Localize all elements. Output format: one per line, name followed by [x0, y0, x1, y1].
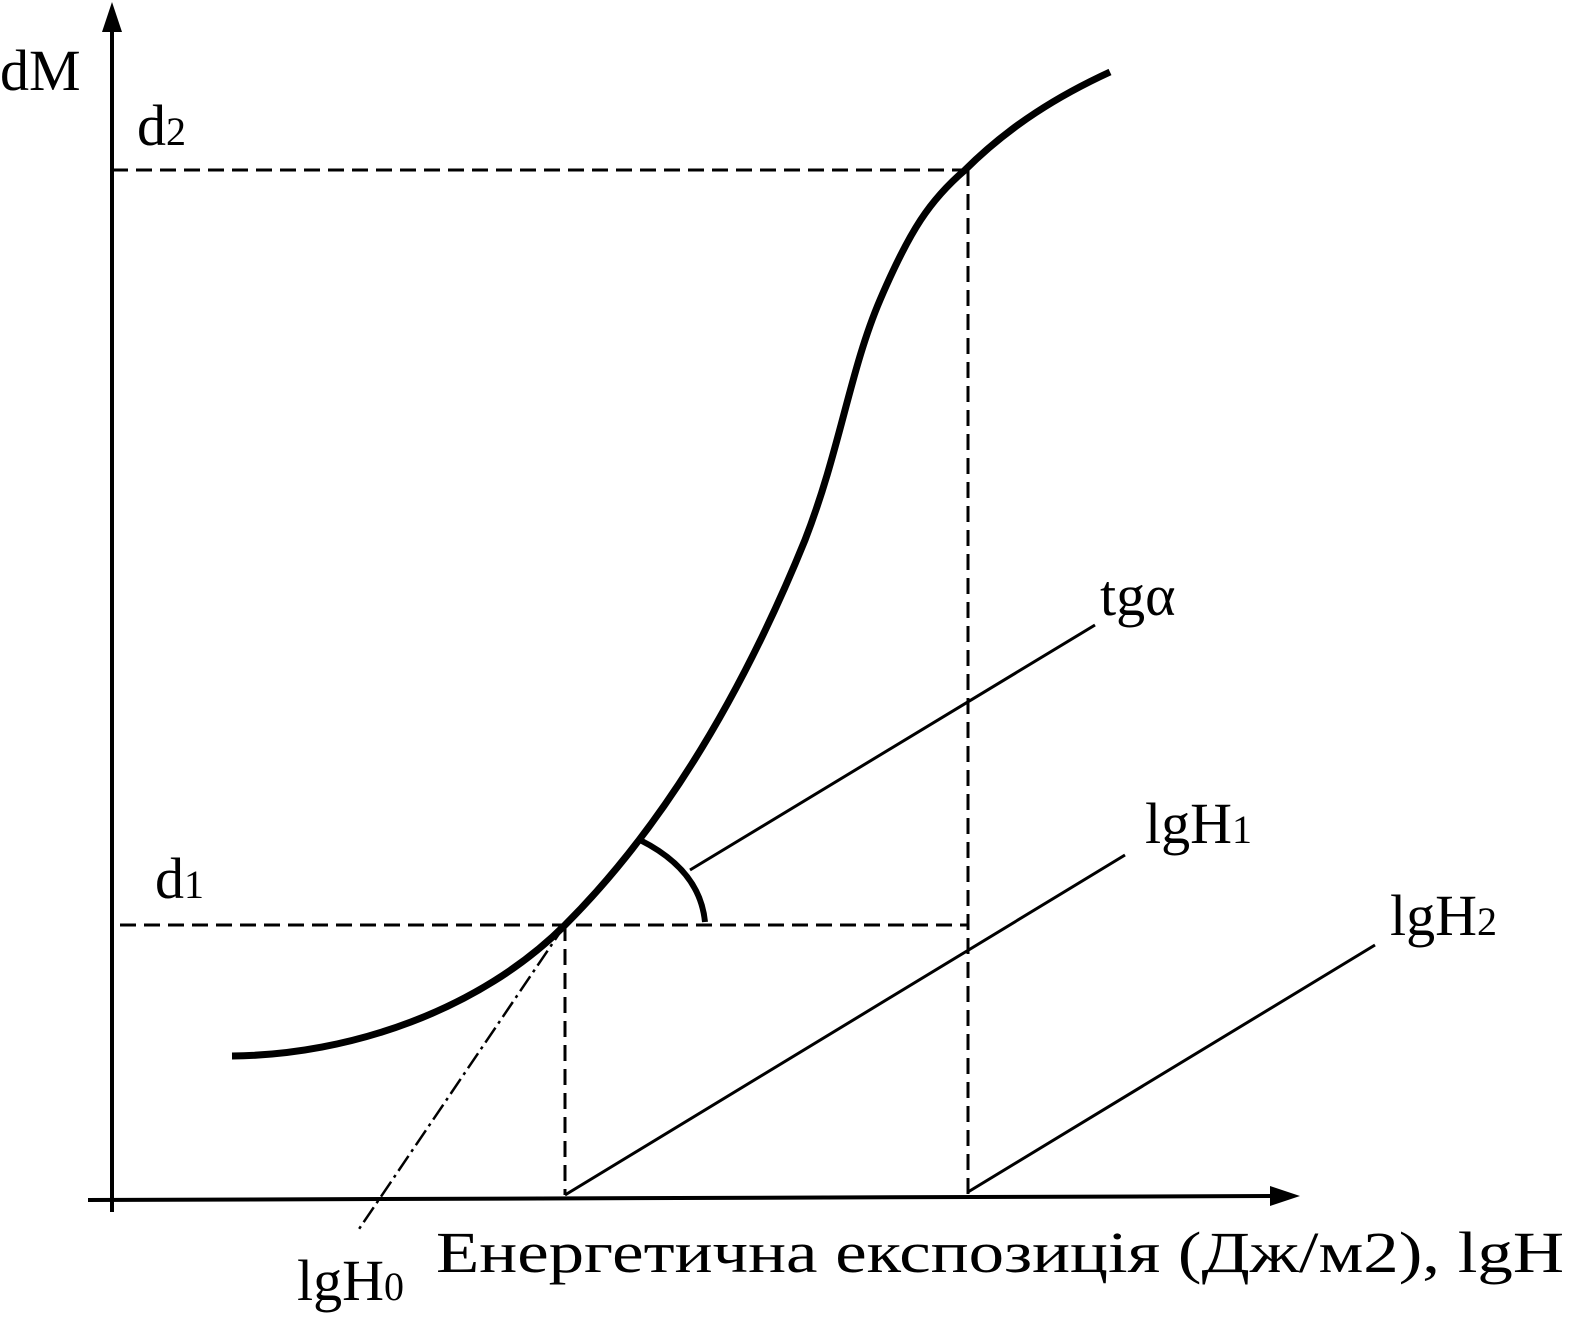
tg-leader	[689, 623, 1096, 872]
label-sub: 2	[166, 109, 186, 154]
label-sub: 1	[184, 862, 204, 907]
label-base: lgH	[1390, 883, 1477, 948]
x-arrow	[1270, 1186, 1300, 1206]
x-axis	[87, 1194, 1281, 1202]
point-label: lgH0	[297, 1248, 404, 1313]
lgh2-leader	[967, 943, 1376, 1194]
characteristic-curve	[231, 68, 1112, 1060]
label-base: lgH	[297, 1248, 384, 1313]
label-sub: 1	[1232, 807, 1252, 852]
tangent-line	[355, 924, 567, 1233]
point-label: d1	[155, 846, 204, 911]
label-sub: 0	[384, 1264, 404, 1309]
label-base: d	[137, 93, 166, 158]
label-base: d	[155, 846, 184, 911]
y-axis-label: dM	[0, 38, 81, 103]
label-base: tg	[1100, 563, 1145, 628]
label-sub: 2	[1477, 899, 1497, 944]
point-label: d2	[137, 93, 186, 158]
label-sub: α	[1145, 563, 1175, 628]
y-arrow	[102, 2, 122, 32]
point-label: lgH2	[1390, 883, 1497, 948]
x-axis-label: Енергетична експозиція (Дж/м2), lgH	[436, 1220, 1564, 1285]
lgh1-leader	[564, 853, 1126, 1197]
angle-arc	[638, 837, 708, 923]
point-label: lgH1	[1145, 791, 1252, 856]
point-label: tgα	[1100, 563, 1176, 628]
label-base: lgH	[1145, 791, 1232, 856]
